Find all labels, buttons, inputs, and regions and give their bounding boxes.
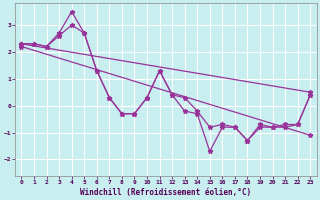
X-axis label: Windchill (Refroidissement éolien,°C): Windchill (Refroidissement éolien,°C) xyxy=(80,188,252,197)
